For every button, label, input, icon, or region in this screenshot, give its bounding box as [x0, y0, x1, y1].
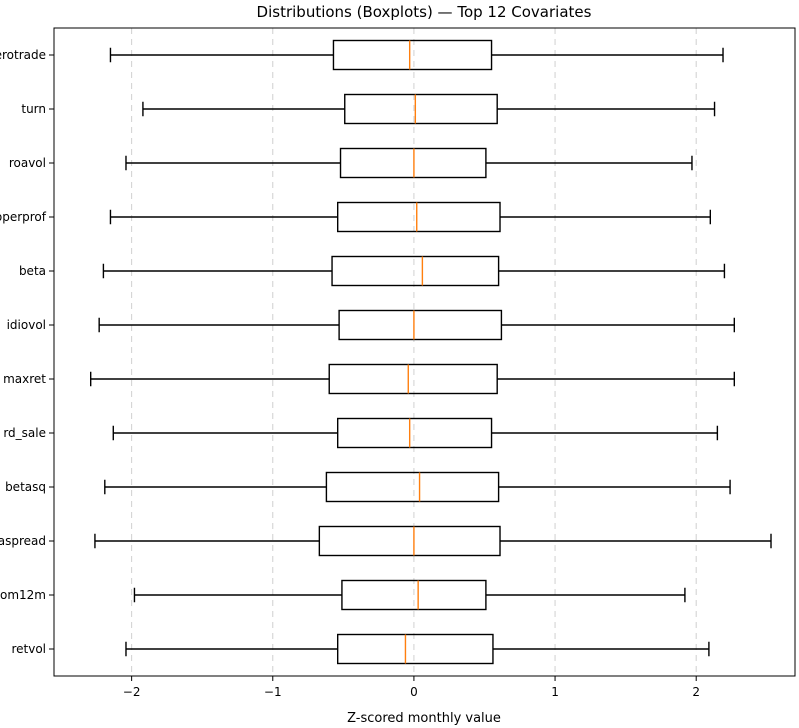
box-layer	[89, 39, 772, 665]
y-tick-label: turn	[21, 102, 46, 116]
y-tick-label: maxret	[3, 372, 46, 386]
y-tick-label: retvol	[11, 642, 46, 656]
chart-title: Distributions (Boxplots) — Top 12 Covari…	[257, 3, 592, 21]
iqr-box	[336, 201, 501, 233]
iqr-box	[341, 579, 487, 611]
iqr-box	[318, 525, 501, 557]
y-tick-label: mom12m	[0, 588, 46, 602]
iqr-box	[331, 255, 500, 287]
iqr-box	[336, 633, 494, 665]
iqr-box	[332, 39, 493, 71]
y-axis: zerotrade turn roavol operprof beta idiovol ma…	[0, 48, 54, 656]
x-tick-label: −1	[264, 685, 282, 699]
boxplot-turn	[142, 93, 716, 125]
boxplot-zerotrade	[109, 39, 724, 71]
x-tick-label: 2	[692, 685, 700, 699]
y-tick-label: beta	[19, 264, 46, 278]
boxplot-operprof	[109, 201, 712, 233]
x-axis-label: Z-scored monthly value	[347, 711, 501, 726]
x-tick-label: 0	[410, 685, 418, 699]
iqr-box	[338, 309, 503, 341]
y-tick-label: idiovol	[7, 318, 46, 332]
y-tick-label: operprof	[0, 210, 47, 224]
iqr-box	[325, 471, 500, 503]
iqr-box	[344, 93, 498, 125]
boxplot-maxret	[89, 363, 736, 395]
boxplot-roavol	[125, 147, 693, 179]
grid-layer	[131, 28, 697, 676]
boxplot-retvol	[125, 633, 710, 665]
x-axis: −2 −1 0 1 2	[123, 676, 700, 699]
y-tick-label: baspread	[0, 534, 46, 548]
iqr-box	[339, 147, 487, 179]
x-tick-label: 1	[551, 685, 559, 699]
y-tick-label: roavol	[9, 156, 46, 170]
boxplot-rd-sale	[112, 417, 719, 449]
boxplot-mom12m	[133, 579, 686, 611]
plot-frame	[53, 27, 796, 677]
iqr-box	[328, 363, 498, 395]
boxplot-beta	[102, 255, 726, 287]
boxplot-betasq	[104, 471, 731, 503]
x-tick-label: −2	[123, 685, 141, 699]
y-tick-label: betasq	[5, 480, 46, 494]
iqr-box	[336, 417, 493, 449]
y-tick-label: rd_sale	[3, 426, 46, 440]
boxplot-idiovol	[98, 309, 736, 341]
y-tick-label: zerotrade	[0, 48, 46, 62]
boxplot-baspread	[94, 525, 772, 557]
